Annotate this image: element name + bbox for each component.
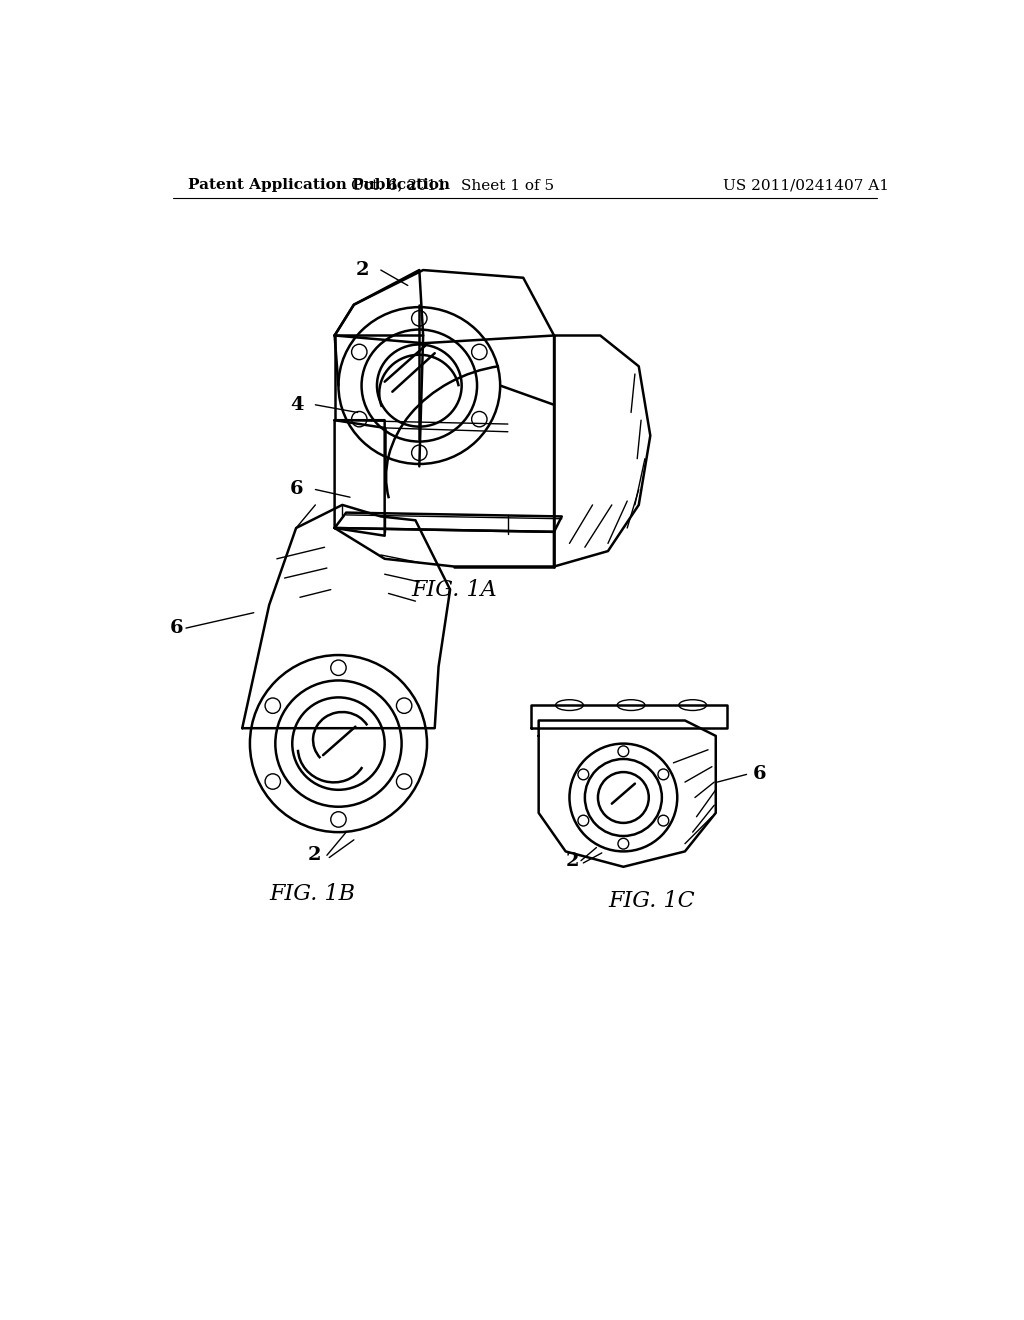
Text: US 2011/0241407 A1: US 2011/0241407 A1: [724, 178, 890, 193]
Text: FIG. 1C: FIG. 1C: [608, 891, 694, 912]
Text: 4: 4: [291, 396, 304, 413]
Text: 6: 6: [290, 480, 304, 499]
Text: 6: 6: [753, 766, 766, 783]
Text: 2: 2: [565, 851, 579, 870]
Text: 6: 6: [169, 619, 183, 638]
Text: FIG. 1B: FIG. 1B: [269, 883, 355, 904]
Text: 2: 2: [308, 846, 322, 865]
Text: Oct. 6, 2011   Sheet 1 of 5: Oct. 6, 2011 Sheet 1 of 5: [351, 178, 554, 193]
Text: Patent Application Publication: Patent Application Publication: [188, 178, 451, 193]
Text: FIG. 1A: FIG. 1A: [411, 578, 497, 601]
Text: 2: 2: [355, 261, 370, 279]
